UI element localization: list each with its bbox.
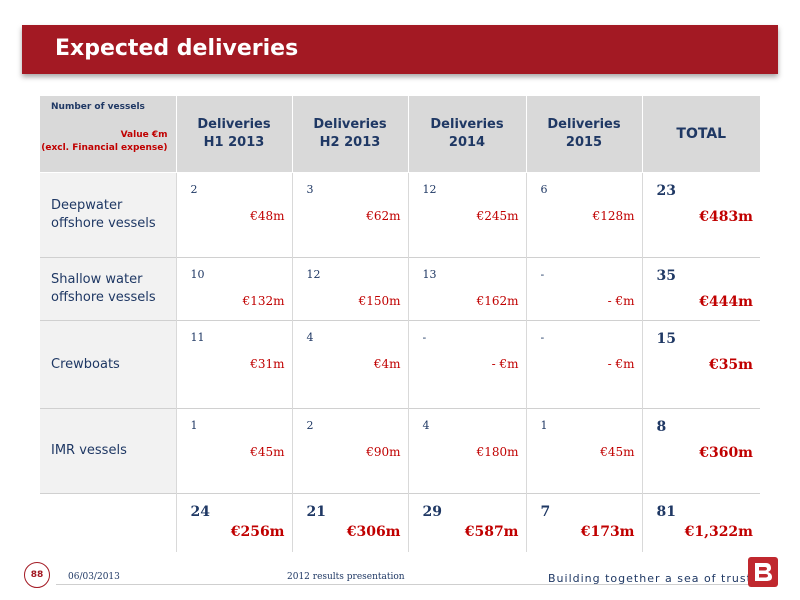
table-cell: 6 €128m — [525, 172, 642, 258]
table-cell-total: 29 €587m — [407, 493, 526, 552]
table-row: Crewboats 11 €31m 4 €4m -- €m -- €m 15 €35m — [40, 320, 760, 409]
table-cell: -- €m — [525, 320, 642, 409]
page-number: 88 — [24, 562, 50, 588]
table-cell: 13 €162m — [407, 257, 526, 321]
totals-label-cell — [40, 493, 176, 552]
table-cell-total: 35 €444m — [641, 257, 760, 321]
table-cell: 12 €245m — [407, 172, 526, 258]
table-cell: 1 €45m — [525, 408, 642, 494]
table-cell-total: 21 €306m — [291, 493, 408, 552]
title-bar: Expected deliveries — [22, 25, 778, 74]
table-cell: 4 €4m — [291, 320, 408, 409]
table-cell-total: 23 €483m — [641, 172, 760, 258]
table-cell: 3 €62m — [291, 172, 408, 258]
table-row: Deepwater offshore vessels 2 €48m 3 €62m 12… — [40, 172, 760, 258]
table-cell-total: 15 €35m — [641, 320, 760, 409]
table-row: Shallow water offshore vessels 10 €132m 12… — [40, 257, 760, 321]
column-header-h2-2013: Deliveries H2 2013 — [291, 96, 408, 173]
column-header-2015: Deliveries 2015 — [525, 96, 642, 173]
deliveries-table: Number of vessels Value €m (excl. Financ… — [40, 96, 760, 552]
column-header-2014: Deliveries 2014 — [407, 96, 526, 173]
table-cell: 2 €48m — [175, 172, 292, 258]
totals-row: 24 €256m 21 €306m 29 €587m 7 €173m 81 €1,322m — [40, 493, 760, 552]
table-cell: 1 €45m — [175, 408, 292, 494]
table-cell: -- €m — [407, 320, 526, 409]
table-cell: 12 €150m — [291, 257, 408, 321]
footer-presentation-title: 2012 results presentation — [287, 572, 405, 582]
logo-glyph-icon — [755, 563, 772, 581]
row-label-shallow-water: Shallow water offshore vessels — [40, 257, 176, 321]
table-cell: -- €m — [525, 257, 642, 321]
table-cell-total: 24 €256m — [175, 493, 292, 552]
vessels-count-label: Number of vessels — [51, 102, 145, 112]
table-cell: 10 €132m — [175, 257, 292, 321]
table-header-row: Number of vessels Value €m (excl. Financ… — [40, 96, 760, 173]
page-title: Expected deliveries — [55, 36, 299, 61]
footer-divider — [56, 584, 756, 585]
bourbon-b-logo-icon — [748, 557, 778, 587]
table-cell-total: 8 €360m — [641, 408, 760, 494]
footer-tagline: Building together a sea of trust — [548, 572, 752, 585]
table-row: IMR vessels 1 €45m 2 €90m 4 €180m 1 €45m 8 €3… — [40, 408, 760, 494]
table-cell: 4 €180m — [407, 408, 526, 494]
table-cell: 11 €31m — [175, 320, 292, 409]
column-header-total: TOTAL — [641, 96, 760, 173]
value-label: Value €m (excl. Financial expense) — [41, 130, 168, 153]
table-cell-total: 7 €173m — [525, 493, 642, 552]
table-cell-grand-total: 81 €1,322m — [641, 493, 760, 552]
column-header-h1-2013: Deliveries H1 2013 — [175, 96, 292, 173]
footer-date: 06/03/2013 — [68, 572, 120, 582]
row-label-deepwater: Deepwater offshore vessels — [40, 172, 176, 258]
table-cell: 2 €90m — [291, 408, 408, 494]
row-label-crewboats: Crewboats — [40, 320, 176, 409]
table-corner-cell: Number of vessels Value €m (excl. Financ… — [40, 96, 176, 173]
row-label-imr-vessels: IMR vessels — [40, 408, 176, 494]
